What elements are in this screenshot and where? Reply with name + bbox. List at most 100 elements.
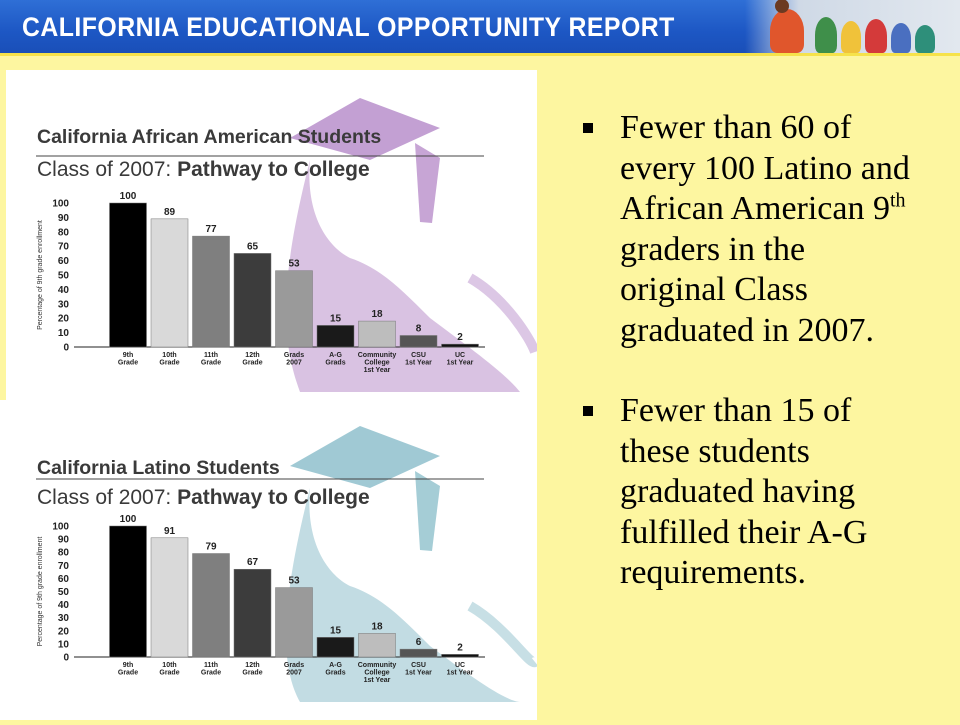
x-tick-label: 2007	[286, 360, 302, 367]
data-label: 53	[288, 576, 300, 587]
x-tick-label: A-G	[329, 352, 342, 359]
mortarboard-shape	[290, 426, 440, 488]
x-tick-label: Grade	[201, 670, 221, 677]
x-tick-label: College	[364, 360, 389, 367]
bar	[441, 654, 479, 658]
bar	[109, 202, 147, 348]
x-tick-label: UC	[455, 352, 465, 359]
panel-edge	[0, 70, 6, 400]
data-label: 15	[330, 313, 342, 324]
x-tick-label: A-G	[329, 662, 342, 669]
data-label: 100	[120, 191, 137, 202]
chart-subtitle: Class of 2007: Pathway to College	[37, 486, 370, 509]
x-tick-label: CSU	[411, 352, 426, 359]
y-tick-label: 30	[58, 613, 70, 624]
y-tick-label: 60	[58, 256, 70, 267]
bar	[192, 235, 230, 348]
x-tick-label: Grads	[284, 662, 304, 669]
diploma-arm-shape	[467, 273, 540, 354]
tassel-shape	[415, 471, 440, 551]
report-title: CALIFORNIA EDUCATIONAL OPPORTUNITY REPOR…	[22, 12, 675, 42]
y-tick-label: 10	[58, 639, 70, 650]
x-tick-label: UC	[455, 662, 465, 669]
chart-title: California Latino Students	[37, 457, 280, 479]
data-label: 89	[164, 207, 176, 218]
graduate-silhouette-shape	[286, 488, 520, 702]
x-tick-label: 1st Year	[447, 670, 474, 677]
header-rule	[0, 53, 960, 56]
y-tick-label: 30	[58, 299, 70, 310]
x-tick-label: 11th	[204, 662, 218, 669]
x-tick-label: Grade	[159, 670, 179, 677]
x-tick-label: 10th	[162, 352, 176, 359]
bar	[316, 325, 355, 348]
y-tick-label: 20	[58, 626, 70, 637]
bullet-square-icon	[582, 122, 596, 136]
y-tick-label: 90	[58, 535, 70, 546]
data-label: 8	[416, 323, 422, 334]
y-tick-label: 0	[63, 653, 69, 664]
data-label: 67	[247, 557, 259, 568]
bar	[441, 343, 479, 348]
charts-panel: California African American Students Clas…	[0, 70, 540, 720]
bullet-superscript: th	[890, 189, 906, 212]
y-tick-label: 40	[58, 600, 70, 611]
data-label: 100	[120, 514, 137, 525]
x-tick-label: 9th	[123, 662, 134, 669]
y-tick-label: 100	[52, 522, 69, 533]
y-tick-label: 40	[58, 285, 70, 296]
y-tick-label: 10	[58, 328, 70, 339]
data-label: 65	[247, 241, 259, 252]
x-tick-label: CSU	[411, 662, 426, 669]
y-tick-label: 100	[52, 199, 69, 210]
x-tick-label: 12th	[245, 352, 259, 359]
bullet-square-icon	[582, 405, 596, 419]
data-label: 53	[288, 259, 300, 270]
data-label: 15	[330, 625, 342, 636]
y-tick-label: 50	[58, 587, 70, 598]
x-tick-label: 1st Year	[364, 367, 391, 374]
bullet-text: Fewer than 60 of every 100 Latino and Af…	[620, 108, 912, 351]
bar	[233, 253, 272, 348]
bar	[358, 633, 396, 658]
x-tick-label: 1st Year	[405, 670, 432, 677]
x-tick-label: Grade	[242, 670, 262, 677]
data-label: 2	[457, 642, 463, 653]
x-tick-label: Grads	[325, 670, 345, 677]
y-tick-label: 0	[63, 343, 69, 354]
y-tick-label: 60	[58, 574, 70, 585]
x-tick-label: Grade	[242, 360, 262, 367]
data-label: 79	[205, 542, 217, 553]
x-tick-label: College	[364, 670, 389, 677]
bar	[150, 537, 189, 658]
x-tick-label: 10th	[162, 662, 176, 669]
bar	[316, 637, 355, 658]
data-label: 18	[371, 621, 383, 632]
bar	[358, 320, 396, 348]
tassel-shape	[415, 143, 440, 223]
chart-title: California African American Students	[37, 126, 381, 148]
bullet-text-main: Fewer than 60 of every 100 Latino and Af…	[620, 109, 910, 227]
x-tick-label: 11th	[204, 352, 218, 359]
bullet-text-tail: graders in the original Class graduated …	[620, 230, 874, 349]
x-tick-label: 9th	[123, 352, 134, 359]
header-banner: CALIFORNIA EDUCATIONAL OPPORTUNITY REPOR…	[0, 0, 960, 53]
x-tick-label: Grade	[118, 670, 138, 677]
y-tick-label: 70	[58, 561, 70, 572]
mortarboard-shape	[290, 98, 440, 160]
data-label: 2	[457, 332, 463, 343]
x-tick-label: Grade	[159, 360, 179, 367]
y-tick-label: 90	[58, 213, 70, 224]
x-tick-label: Grade	[201, 360, 221, 367]
x-tick-label: 1st Year	[447, 360, 474, 367]
subtitle-emphasis: Pathway to College	[177, 158, 370, 181]
x-tick-label: Community	[358, 662, 397, 669]
bar	[233, 568, 272, 658]
bullet-item: Fewer than 15 of these students graduate…	[582, 391, 912, 594]
bullet-text-main: Fewer than 15 of these students graduate…	[620, 392, 868, 591]
x-tick-label: 1st Year	[405, 360, 432, 367]
students-photo	[745, 0, 960, 53]
y-tick-label: 80	[58, 227, 70, 238]
bullet-item: Fewer than 60 of every 100 Latino and Af…	[582, 108, 912, 351]
x-tick-label: Community	[358, 352, 397, 359]
